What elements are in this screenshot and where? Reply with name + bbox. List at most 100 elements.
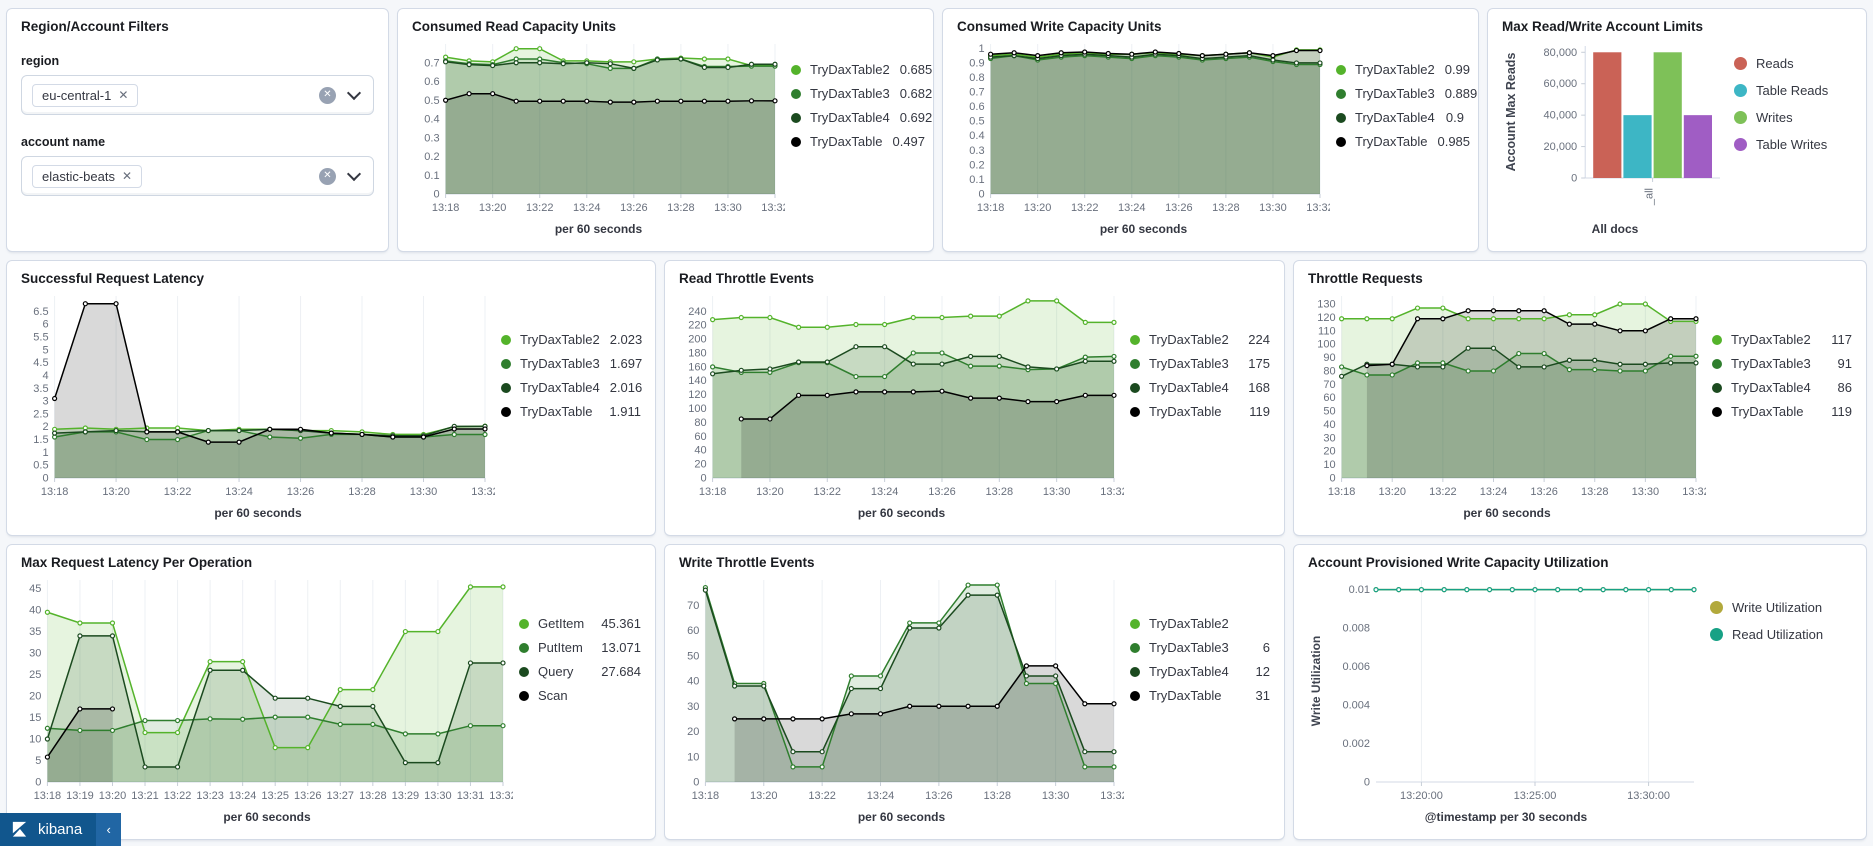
read-throttle-events-chart[interactable]: 13:18 13:20 13:22 13:24 13:26 13:28 13:30 13:32… [679,288,1124,504]
svg-text:13:24: 13:24 [229,790,257,802]
throttle-requests-chart[interactable]: 13:18 13:20 13:22 13:24 13:26 13:28 13:30 13:32… [1308,288,1706,504]
legend-dot-icon [501,358,511,369]
legend-value: 0.9 [1445,110,1464,125]
svg-text:13:32: 13:32 [1306,202,1330,214]
svg-text:80: 80 [694,417,706,429]
svg-text:13:23: 13:23 [196,790,224,802]
legend-item[interactable]: TryDaxTable3 175 [1130,356,1270,371]
svg-text:20: 20 [694,459,706,471]
legend-value: 224 [1248,332,1270,347]
legend-item[interactable]: TryDaxTable4 168 [1130,380,1270,395]
legend-item[interactable]: TryDaxTable2 0.99 [1336,62,1470,77]
svg-text:13:32: 13:32 [1100,790,1124,802]
legend-item[interactable]: TryDaxTable3 91 [1712,356,1852,371]
kibana-logo-icon [12,821,27,837]
legend-item[interactable]: TryDaxTable4 0.9 [1336,110,1464,125]
legend-dot-icon [1712,334,1722,345]
svg-text:2.5: 2.5 [33,408,48,420]
x-axis-label: per 60 seconds [214,506,302,520]
legend-item[interactable]: TryDaxTable2 0.685 [791,62,932,77]
legend-item[interactable]: TryDaxTable3 0.682 [791,86,932,101]
legend-item[interactable]: TryDaxTable 0.985 [1336,134,1470,149]
legend-item[interactable]: TryDaxTable2 [1130,616,1270,631]
legend-item[interactable]: TryDaxTable 119 [1130,404,1270,419]
legend-label: Scan [538,688,568,703]
legend-item[interactable]: Query 27.684 [519,664,641,679]
region-pill[interactable]: eu-central-1 ✕ [32,83,139,107]
consumed-write-capacity-panel: Consumed Write Capacity Units 13:18 13:20… [942,8,1479,252]
write-capacity-utilization-chart[interactable]: 13:20:00 13:25:00 13:30:00 0 0.002 0.004 0.006… [1308,572,1704,808]
legend-item[interactable]: TryDaxTable4 86 [1712,380,1852,395]
panel-title: Consumed Write Capacity Units [957,19,1162,34]
legend-item[interactable]: TryDaxTable4 2.016 [501,380,642,395]
x-axis-label: @timestamp per 30 seconds [1424,810,1588,824]
legend-item[interactable]: PutItem 13.071 [519,640,641,655]
max-limits-bar-chart[interactable]: 0 20,000 40,000 60,000 80,000 Account Max Rea… [1502,36,1728,220]
legend-label: TryDaxTable3 [1149,640,1229,655]
max-request-latency-chart[interactable]: 13:18 13:19 13:20 13:21 13:22 13:23 13:24 13:25… [21,572,513,808]
legend-value: 1.911 [609,404,641,419]
chevron-down-icon[interactable] [346,85,362,101]
legend-item[interactable]: Table Writes [1734,137,1852,152]
legend-item[interactable]: TryDaxTable2 117 [1712,332,1852,347]
legend-item[interactable]: TryDaxTable2 224 [1130,332,1270,347]
write-throttle-events-chart[interactable]: 13:18 13:20 13:22 13:24 13:26 13:28 13:30 13:32… [679,572,1124,808]
legend-item[interactable]: TryDaxTable3 0.889 [1336,86,1477,101]
legend-label: Read Utilization [1732,627,1824,642]
collapse-nav-icon[interactable]: ‹ [96,813,122,846]
legend-item[interactable]: TryDaxTable4 0.692 [791,110,932,125]
legend-item[interactable]: Scan [519,688,641,703]
remove-pill-icon[interactable]: ✕ [118,88,129,102]
legend-item[interactable]: Write Utilization [1710,600,1852,615]
clear-selection-icon[interactable]: ✕ [319,86,336,104]
svg-text:13:30: 13:30 [714,202,742,214]
chart-legend: TryDaxTable2 2.023 TryDaxTable3 1.697 TryDax… [495,288,642,522]
legend-item[interactable]: TryDaxTable3 1.697 [501,356,642,371]
svg-text:13:22: 13:22 [1429,486,1457,498]
consumed-read-chart[interactable]: 13:18 13:20 13:22 13:24 13:26 13:28 13:30 13:32… [412,36,785,220]
legend-item[interactable]: Table Reads [1734,83,1852,98]
legend-label: TryDaxTable2 [1149,616,1229,631]
svg-text:13:24: 13:24 [1118,202,1146,214]
legend-value: 31 [1255,688,1270,703]
svg-text:5.5: 5.5 [33,332,48,344]
account-combobox[interactable]: elastic-beats ✕ ✕ [21,156,374,196]
legend-item[interactable]: TryDaxTable 1.911 [501,404,641,419]
legend-dot-icon [519,666,529,677]
legend-item[interactable]: TryDaxTable2 2.023 [501,332,642,347]
clear-selection-icon[interactable]: ✕ [319,167,336,185]
legend-item[interactable]: TryDaxTable 31 [1130,688,1270,703]
svg-text:4.5: 4.5 [33,357,48,369]
region-combobox[interactable]: eu-central-1 ✕ ✕ [21,75,374,115]
successful-request-latency-chart[interactable]: 13:18 13:20 13:22 13:24 13:26 13:28 13:30 13:32… [21,288,495,504]
legend-item[interactable]: TryDaxTable4 12 [1130,664,1270,679]
legend-value: 0.985 [1437,134,1471,149]
svg-text:70: 70 [1323,379,1335,391]
chevron-down-icon[interactable] [346,166,362,182]
svg-text:13:28: 13:28 [667,202,695,214]
consumed-write-chart[interactable]: 13:18 13:20 13:22 13:24 13:26 13:28 13:30 13:32… [957,36,1330,220]
legend-item[interactable]: TryDaxTable3 6 [1130,640,1270,655]
svg-text:13:31: 13:31 [457,790,485,802]
legend-label: TryDaxTable [1149,404,1222,419]
legend-dot-icon [1336,136,1346,147]
legend-item[interactable]: Writes [1734,110,1852,125]
legend-item[interactable]: Read Utilization [1710,627,1852,642]
legend-item[interactable]: TryDaxTable 0.497 [791,134,925,149]
legend-value: 168 [1248,380,1270,395]
account-pill[interactable]: elastic-beats ✕ [32,164,143,188]
legend-item[interactable]: GetItem 45.361 [519,616,641,631]
svg-text:10: 10 [687,751,699,763]
svg-text:13:20:00: 13:20:00 [1400,790,1443,802]
legend-label: TryDaxTable4 [1149,664,1229,679]
svg-text:0.5: 0.5 [424,95,439,107]
legend-item[interactable]: TryDaxTable 119 [1712,404,1852,419]
panel-title: Account Provisioned Write Capacity Utili… [1308,555,1609,570]
svg-text:13:19: 13:19 [66,790,94,802]
svg-text:10: 10 [1323,459,1335,471]
legend-dot-icon [1130,334,1140,345]
panel-title: Read Throttle Events [679,271,815,286]
legend-item[interactable]: Reads [1734,56,1852,71]
remove-pill-icon[interactable]: ✕ [121,169,133,183]
